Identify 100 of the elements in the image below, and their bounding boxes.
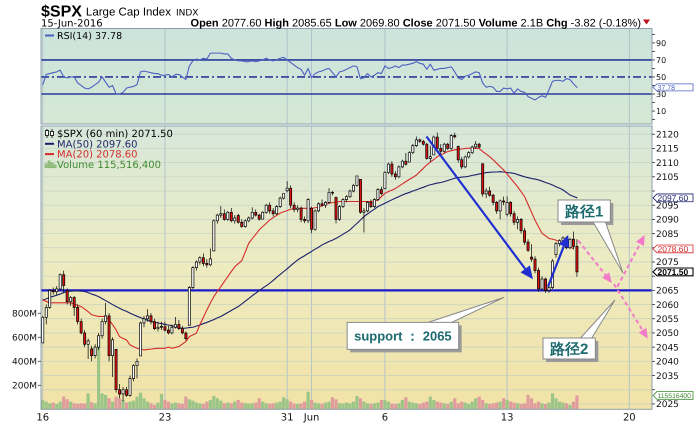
bar (226, 402, 230, 410)
bar (114, 396, 118, 410)
bar (439, 402, 442, 410)
bar (383, 400, 387, 410)
y-tick-label: 10 (656, 106, 666, 116)
annotation: 路径2 (549, 340, 588, 358)
text: Open 2077.60 High 2085.65 Low 2069.80 Close 2071.50 Volume 2.1B Chg -3.82 (-0.18%) (190, 18, 641, 30)
candlestick (470, 145, 474, 154)
bar (376, 402, 380, 410)
bar (488, 404, 492, 410)
x-tick-label: Jun (302, 412, 320, 424)
bar (432, 400, 436, 410)
y2-tick-label: 800M (12, 310, 37, 320)
x-tick-label: 31 (280, 412, 294, 424)
bar (404, 397, 408, 410)
bar (202, 404, 205, 410)
bar (138, 392, 142, 410)
bar (470, 402, 474, 410)
bar (62, 396, 66, 410)
bar (135, 396, 139, 410)
bar (498, 402, 502, 410)
candlestick (498, 199, 502, 220)
candlestick (230, 208, 233, 223)
y-tick-label: 2090 (656, 216, 680, 226)
bar (313, 402, 317, 410)
candlestick (404, 152, 408, 166)
bar (240, 402, 244, 410)
candlestick (160, 321, 163, 330)
bar (76, 404, 80, 410)
legend-label: MA(20) 2078.60 (57, 150, 138, 161)
candlestick (66, 288, 69, 305)
bar (512, 402, 516, 410)
bar (250, 403, 254, 410)
bar (268, 404, 272, 410)
bar (236, 400, 240, 410)
bar (408, 402, 411, 410)
bar (536, 402, 540, 410)
bar (508, 402, 512, 410)
y2-tick-label: 600M (12, 334, 37, 344)
y-tick-label: 90 (656, 38, 666, 48)
bar (386, 402, 390, 410)
bar (205, 402, 208, 410)
bar (400, 400, 404, 410)
bar (506, 400, 509, 410)
bar (428, 396, 432, 410)
bar (244, 403, 247, 410)
candlestick (554, 242, 558, 258)
bar (72, 403, 76, 410)
y-tick-label: 2115 (656, 144, 679, 155)
candlestick (254, 209, 258, 217)
bar (69, 402, 72, 410)
bar (436, 402, 439, 410)
candlestick (136, 358, 138, 379)
bar (575, 395, 579, 410)
bar (286, 399, 289, 410)
candlestick (390, 160, 394, 178)
chart-subtitle: Large Cap Index (86, 6, 172, 18)
candlestick (450, 134, 453, 150)
candlestick (506, 196, 509, 217)
bar (212, 396, 216, 410)
bar (484, 403, 488, 410)
bar (80, 403, 83, 410)
candlestick (370, 199, 372, 208)
bar (52, 402, 55, 410)
candlestick (244, 219, 247, 228)
candlestick (250, 206, 254, 220)
callout: 路径2 (542, 300, 616, 362)
bar (526, 394, 530, 410)
y-tick-label: 70 (656, 56, 666, 65)
y-tick-label: 2075 (656, 258, 679, 268)
bar (289, 402, 292, 410)
bar (306, 392, 310, 410)
bar (446, 404, 450, 410)
candlestick (167, 325, 170, 335)
y-tick-label: 2085 (656, 230, 679, 240)
candlestick (300, 206, 303, 223)
bar (194, 402, 198, 410)
bar (550, 393, 554, 410)
bar (124, 402, 128, 410)
bar (208, 400, 212, 410)
legend-label: $SPX (60 min) 2071.50 (57, 129, 173, 140)
y-tick-label: 2110 (656, 158, 680, 169)
candlestick (289, 184, 292, 208)
y-tick-label: 2055 (656, 314, 679, 325)
bar (467, 404, 470, 410)
bar (90, 402, 94, 410)
bar (132, 400, 136, 410)
candlestick (478, 142, 481, 149)
value-tag: 2097.60 (652, 192, 694, 203)
y-tick-label: 50 (656, 72, 666, 82)
annotation: 15-Jun-2016 (41, 18, 103, 30)
y-tick-label: 2045 (656, 343, 679, 354)
candlestick (544, 277, 547, 294)
y-tick-label: 2060 (656, 300, 680, 311)
bar (160, 394, 164, 410)
y-tick-label: 2065 (656, 286, 679, 297)
line-series (42, 52, 578, 101)
bar (254, 402, 258, 410)
legend-label: MA(50) 2097.60 (57, 139, 138, 150)
bar (481, 400, 484, 410)
